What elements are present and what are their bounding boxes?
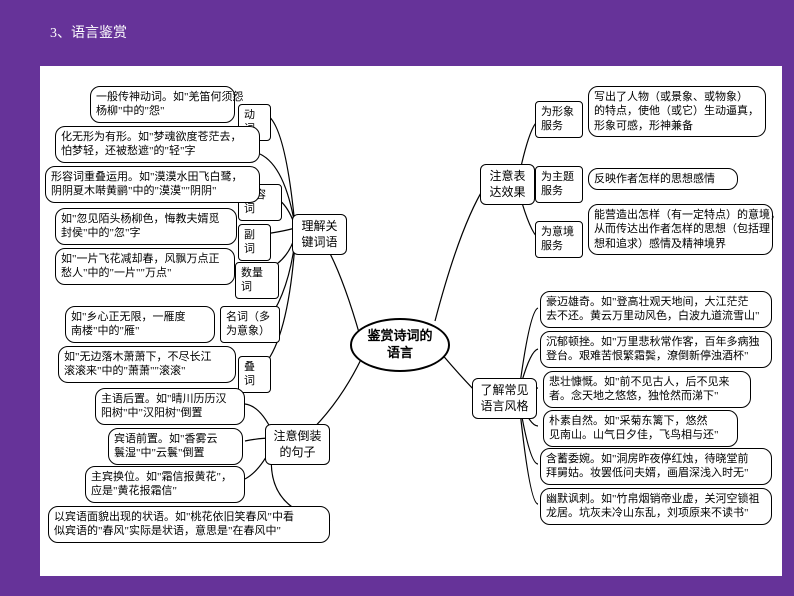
leaf-inv-3: 主宾换位。如"霜信报黄花"， 应是"黄花报霜信" [85, 466, 245, 503]
tag-mood: 为意境 服务 [535, 221, 583, 258]
leaf-theme: 反映作者怎样的思想感情 [588, 168, 738, 190]
tag-image: 为形象 服务 [535, 101, 583, 138]
tag-noun: 名词（多 为意象） [220, 306, 280, 343]
leaf-num: 如"一片飞花减却春，风飘万点正 愁人"中的"一片""万点" [55, 248, 235, 285]
branch-keywords: 理解关 键词语 [292, 214, 347, 255]
leaf-abstract: 化无形为有形。如"梦魂欲度苍茫去， 怕梦轻，还被愁遮"的"轻"字 [55, 126, 260, 163]
leaf-style-4: 朴素自然。如"采菊东篱下，悠然 见南山。山气日夕佳，飞鸟相与还" [543, 410, 738, 447]
tag-redup: 叠词 [238, 356, 271, 393]
leaf-adj: 形容词重叠运用。如"漠漠水田飞白鹭， 阴阴夏木啭黄鹂"中的"漠漠""阴阴" [45, 166, 260, 203]
tag-num: 数量词 [235, 262, 279, 299]
leaf-noun: 如"乡心正无限，一雁度 南楼"中的"雁" [65, 306, 215, 343]
leaf-inv-2: 宾语前置。如"香雾云 鬟湿"中"云鬟"倒置 [108, 428, 243, 465]
branch-inversion: 注意倒装 的句子 [265, 424, 330, 465]
page-title: 3、语言鉴赏 [0, 0, 794, 42]
leaf-inv-1: 主语后置。如"晴川历历汉 阳树"中"汉阳树"倒置 [95, 388, 245, 425]
leaf-style-3: 悲壮慷慨。如"前不见古人，后不见来 者。念天地之悠悠，独怆然而涕下" [543, 371, 751, 408]
tag-adv: 副词 [238, 224, 271, 261]
leaf-adv: 如"忽见陌头杨柳色，悔教夫婿觅 封侯"中的"忽"字 [55, 208, 237, 245]
leaf-inv-4: 以宾语面貌出现的状语。如"桃花依旧笑春风"中看 似宾语的"春风"实际是状语，意思… [48, 506, 330, 543]
branch-style: 了解常见 语言风格 [472, 378, 537, 419]
leaf-verb: 一般传神动词。如"羌笛何须怨 杨柳"中的"怨" [90, 86, 235, 123]
leaf-image: 写出了人物（或景象、或物象） 的特点，使他（或它）生动逼真， 形象可感，形神兼备 [588, 86, 766, 137]
leaf-style-2: 沉郁顿挫。如"万里悲秋常作客，百年多病独 登台。艰难苦恨繁霜鬓，潦倒新停浊酒杯" [540, 331, 772, 368]
leaf-redup: 如"无边落木萧萧下，不尽长江 滚滚来"中的"萧萧""滚滚" [58, 346, 236, 383]
mindmap-canvas: 鉴赏诗词的语言 理解关 键词语 动词 一般传神动词。如"羌笛何须怨 杨柳"中的"… [40, 66, 782, 576]
leaf-style-5: 含蓄委婉。如"洞房昨夜停红烛，待晓堂前 拜舅姑。妆罢低问夫婿，画眉深浅入时无" [540, 448, 772, 485]
branch-effect: 注意表 达效果 [480, 164, 535, 205]
tag-theme: 为主题 服务 [535, 166, 583, 203]
center-node: 鉴赏诗词的语言 [350, 318, 450, 372]
leaf-style-6: 幽默讽刺。如"竹帛烟销帝业虚，关河空锁祖 龙居。坑灰未冷山东乱，刘项原来不读书" [540, 488, 772, 525]
leaf-mood: 能营造出怎样（有一定特点）的意境， 从而传达出作者怎样的思想（包括理 想和追求）… [588, 204, 773, 255]
leaf-style-1: 豪迈雄奇。如"登高壮观天地间，大江茫茫 去不还。黄云万里动风色，白波九道流雪山" [540, 291, 772, 328]
